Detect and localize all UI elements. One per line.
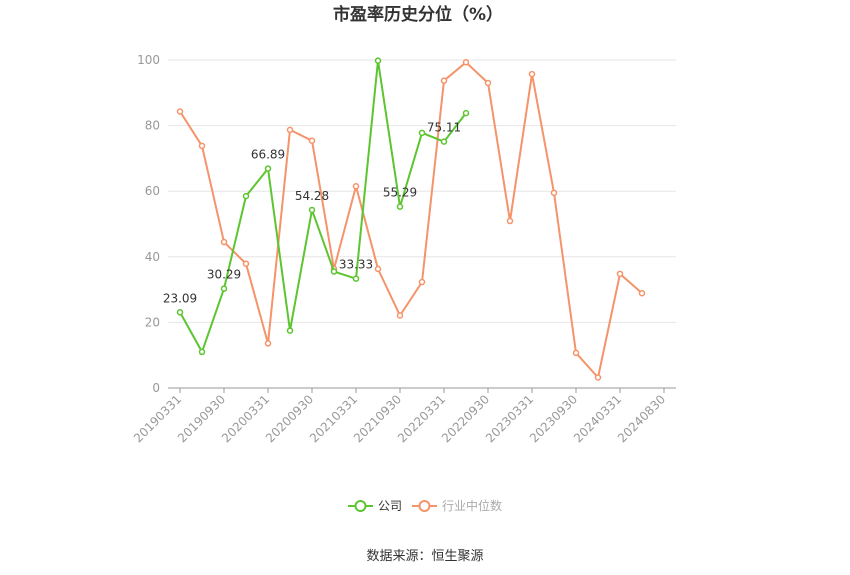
data-label: 66.89 [251, 148, 285, 162]
data-point[interactable] [418, 129, 426, 137]
data-point[interactable] [396, 312, 404, 319]
data-point[interactable] [220, 285, 228, 292]
series-1 [176, 59, 646, 381]
data-point[interactable] [550, 189, 558, 197]
legend-label: 行业中位数 [442, 498, 502, 513]
data-label: 33.33 [339, 258, 373, 272]
legend[interactable]: 公司 行业中位数 [348, 498, 502, 513]
data-point[interactable] [176, 309, 184, 316]
data-point[interactable] [308, 137, 316, 144]
y-tick-label: 100 [137, 53, 160, 67]
data-label: 23.09 [163, 291, 197, 305]
data-point[interactable] [572, 349, 580, 357]
data-point[interactable] [198, 142, 206, 150]
data-point[interactable] [374, 57, 382, 64]
data-label: 30.29 [207, 268, 241, 282]
x-tick-label: 20240830 [615, 392, 668, 445]
data-label: 75.11 [427, 121, 461, 135]
legend-item-0[interactable]: 公司 [348, 499, 402, 513]
series-line [179, 59, 467, 353]
data-point[interactable] [440, 77, 448, 84]
data-point[interactable] [616, 270, 624, 278]
data-point[interactable] [242, 260, 250, 267]
series-0 [176, 57, 470, 356]
data-point[interactable] [638, 289, 646, 297]
data-point[interactable] [220, 238, 228, 246]
data-label: 54.28 [295, 189, 329, 203]
data-point[interactable] [176, 108, 184, 115]
legend-swatch-marker [354, 500, 367, 512]
data-point[interactable] [198, 348, 206, 356]
data-point[interactable] [462, 109, 470, 117]
data-point[interactable] [352, 275, 360, 282]
y-tick-label: 60 [145, 184, 160, 198]
data-point[interactable] [594, 374, 602, 381]
source-note: 数据来源：恒生聚源 [366, 549, 483, 564]
chart-title: 市盈率历史分位（%） [333, 4, 503, 25]
data-point[interactable] [506, 217, 514, 225]
data-point[interactable] [528, 70, 536, 78]
data-point[interactable] [374, 265, 382, 273]
y-tick-label: 20 [145, 315, 160, 329]
legend-item-1[interactable]: 行业中位数 [412, 498, 502, 513]
data-point[interactable] [462, 59, 470, 66]
grid-lines [168, 59, 676, 323]
data-point[interactable] [418, 278, 426, 286]
legend-swatch-marker [418, 500, 431, 512]
y-axis-ticks: 0 20 40 60 80 100 [137, 53, 160, 395]
data-point[interactable] [242, 192, 250, 200]
y-tick-label: 0 [152, 381, 160, 395]
y-tick-label: 40 [145, 250, 160, 264]
y-tick-label: 80 [145, 119, 160, 133]
data-point[interactable] [484, 79, 492, 87]
data-point[interactable] [286, 327, 294, 334]
legend-label: 公司 [378, 499, 402, 513]
x-axis: 2019033120190930202003312020093020210331… [131, 387, 676, 445]
data-labels: 23.09 30.29 66.89 54.28 33.33 55.29 75.11 [163, 121, 461, 306]
series-layer [176, 57, 646, 381]
data-point[interactable] [396, 203, 404, 210]
data-point[interactable] [440, 138, 448, 145]
data-point[interactable] [330, 268, 338, 275]
series-line [179, 61, 643, 379]
data-label: 55.29 [383, 186, 417, 200]
data-point[interactable] [286, 126, 294, 134]
data-point[interactable] [308, 206, 316, 214]
data-point[interactable] [352, 183, 360, 190]
data-point[interactable] [264, 340, 272, 347]
data-point[interactable] [264, 165, 272, 172]
